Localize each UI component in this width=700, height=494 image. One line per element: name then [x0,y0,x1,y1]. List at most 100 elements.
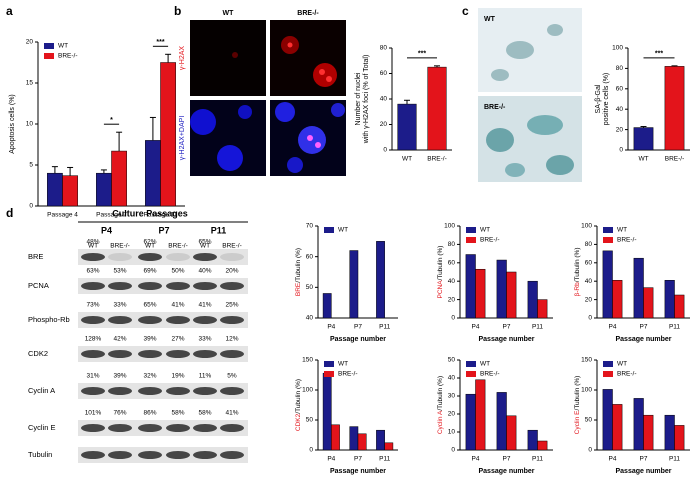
bar [397,103,417,151]
y-label-part: /Tubulin (%) [295,248,302,283]
blot-strip [78,278,248,294]
bar [496,259,507,319]
y-axis-label: Cyclin E/Tubulin (%) [574,376,581,435]
percent-label: 58% [171,410,184,417]
image-label: WT [484,16,496,23]
micrograph [190,20,266,96]
band [220,451,244,459]
y-label-part: β-Rb [574,282,581,297]
x-tick-label: P11 [532,324,543,331]
x-tick-label: P4 [327,456,335,463]
y-tick-label: 0 [588,447,592,454]
panel-letter: b [174,4,181,18]
y-tick-label: 40 [448,375,456,382]
bar [465,393,476,451]
percent-label: 63% [86,268,99,275]
bar [465,254,476,319]
legend-label: WT [480,227,490,234]
bar [602,389,613,451]
percent-label: 128% [85,336,102,343]
percent-label: 20% [225,268,238,275]
y-axis-label: PCNA/Tubulin (%) [437,246,444,299]
percent-label: 73% [86,302,99,309]
panel-letter: d [6,206,13,220]
percent-label: 76% [113,410,126,417]
x-tick-label: WT [638,156,648,163]
x-tick-label: P4 [472,324,480,331]
bar [357,433,367,451]
y-label-part: Cyclin E [574,410,581,435]
lane-label: WT [88,243,98,250]
y-tick-label: 80 [616,65,624,72]
y-tick-label: 40 [448,278,456,285]
y-tick-label: 50 [306,284,314,291]
percent-label: 31% [86,373,99,380]
y-tick-label: 80 [380,45,388,52]
band [81,253,105,261]
panel-letter: a [6,4,13,18]
y-tick-label: 40 [306,315,314,322]
percent-label: 41% [225,410,238,417]
legend-swatch [603,361,613,367]
bar [96,172,112,207]
lane-label: BRE-/- [110,243,130,250]
bar [427,66,447,151]
bar [527,280,538,319]
y-tick-label: 30 [448,393,456,400]
x-tick-label: P7 [503,324,511,331]
error-bar [116,131,123,152]
blot-strip [78,383,248,399]
significance-label: * [110,117,113,124]
y-axis-label: β-Rb/Tubulin (%) [574,247,581,296]
band [108,451,132,459]
lane-label: BRE-/- [168,243,188,250]
bar [322,372,332,451]
bar [145,140,161,207]
band [81,451,105,459]
legend-swatch [324,361,334,367]
x-tick-label: Passage 7 [96,212,127,219]
bar [496,392,507,451]
y-tick-label: 50 [306,417,314,424]
percent-label: 58% [198,410,211,417]
band [108,424,132,432]
y-tick-label: 20 [448,411,456,418]
x-tick-label: Passage 11 [144,212,178,219]
bar [376,241,385,319]
x-tick-label: Passage 4 [47,212,78,219]
band [108,350,132,358]
significance-label: *** [655,51,663,58]
y-tick-label: 0 [309,447,313,454]
y-tick-label: 20 [26,39,34,46]
bar [475,379,486,451]
x-axis-label: Passage number [478,468,534,475]
band [108,387,132,395]
y-tick-label: 60 [448,260,456,267]
band [138,316,162,324]
y-tick-label: 100 [581,387,592,394]
bar [664,414,675,451]
bar [664,280,675,319]
y-axis-label: Cyclin A/Tubulin (%) [437,376,444,434]
bar [664,66,685,151]
error-bar [434,65,440,68]
bar [612,280,623,319]
band [166,451,190,459]
percent-label: 86% [143,410,156,417]
percent-label: 50% [171,268,184,275]
y-label-part: /Tubulin (%) [295,379,302,414]
x-tick-label: P4 [609,456,617,463]
legend-swatch [603,237,613,243]
legend-label: WT [480,361,490,368]
y-tick-label: 20 [616,126,624,133]
legend-swatch [466,227,476,233]
y-tick-label: 100 [302,387,313,394]
band [166,350,190,358]
y-tick-label: 60 [306,253,314,260]
y-tick-label: 20 [380,121,388,128]
y-tick-label: 150 [581,357,592,364]
row-label: PCNA [28,281,49,290]
bar [643,287,654,319]
bar [349,250,359,319]
y-tick-label: 5 [29,162,33,169]
